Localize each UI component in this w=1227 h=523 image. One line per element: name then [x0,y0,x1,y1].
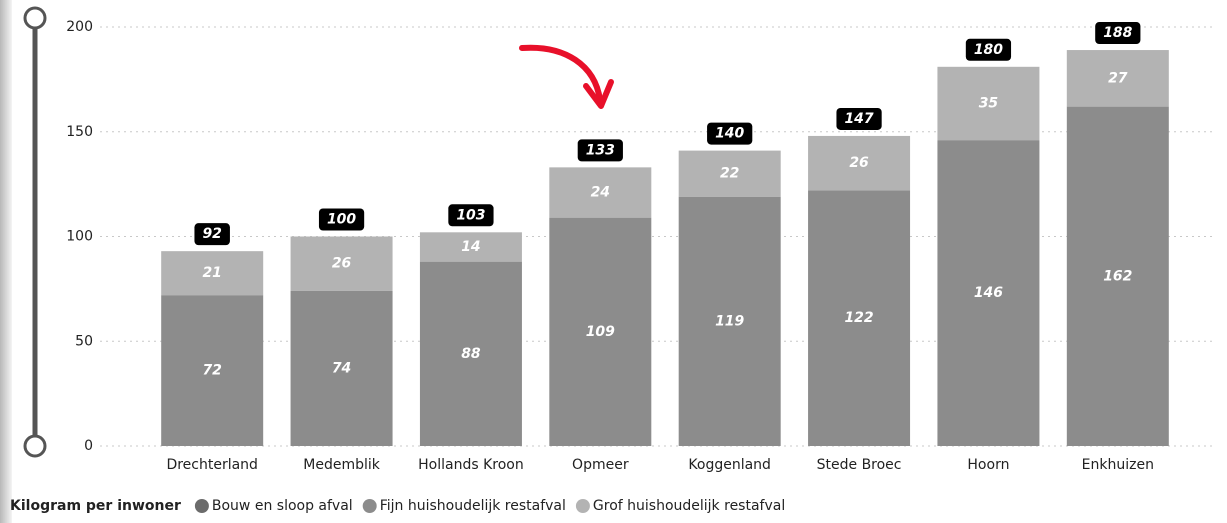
bar-segment [419,261,522,446]
arrow-head [583,79,614,109]
bar-segment [1066,106,1169,447]
y-tick-label: 150 [66,124,93,140]
total-badge [836,107,882,130]
arrow [519,44,603,103]
x-tick-label: Drechterland [166,457,258,473]
bar-segment [937,66,1040,141]
x-tick-label: Enkhuizen [1082,457,1154,473]
total-label: 140 [715,126,744,142]
segment-label: 26 [849,155,869,171]
total-badge [1095,22,1141,45]
y-tick-label: 0 [84,438,93,454]
bar-segment [678,150,781,197]
bar-segment [1066,50,1169,107]
bar-segment [808,190,911,446]
segment-label: 14 [461,239,480,255]
total-label: 180 [974,42,1003,58]
total-label: 147 [844,111,873,127]
bar-segment [290,236,393,291]
y-tick-label: 50 [75,333,93,349]
bar-segment [549,167,652,218]
segment-label: 88 [461,346,481,362]
segment-label: 27 [1108,70,1128,86]
total-label: 188 [1103,25,1132,41]
bar-segment [549,217,652,446]
slider-handle[interactable] [23,434,47,458]
x-tick-label: Medemblik [303,457,380,473]
segment-label: 21 [202,265,221,281]
legend-swatch [575,499,590,513]
segment-label: 24 [591,185,610,201]
segment-label: 35 [979,95,999,111]
segment-label: 72 [202,363,221,379]
segment-label: 22 [720,166,739,182]
x-tick-label: Hoorn [967,457,1009,473]
bar-segment [808,135,911,191]
segment-label: 26 [332,256,352,272]
bar-segment [161,251,264,296]
y-tick-label: 200 [66,19,93,35]
bar-segment [937,140,1040,446]
x-tick-label: Hollands Kroon [418,457,524,473]
segment-label: 74 [332,360,351,376]
legend-title: Kilogram per inwoner [10,498,181,514]
slider-handle[interactable] [23,6,47,30]
bar-segment [290,290,393,446]
total-badge [448,204,494,227]
total-badge [577,139,623,162]
legend-swatch [362,499,377,513]
bar-segment [161,295,264,446]
total-label: 100 [327,212,356,228]
total-label: 103 [456,207,485,223]
segment-label: 109 [586,324,615,340]
total-badge [318,208,365,231]
legend-label: Grof huishoudelijk restafval [593,498,785,514]
bar-segment [419,232,522,262]
y-tick-label: 100 [66,229,93,245]
segment-label: 146 [974,285,1003,301]
edge-shade [0,0,12,523]
legend-label: Fijn huishoudelijk restafval [380,498,566,514]
total-badge [194,223,230,246]
total-label: 133 [586,142,615,158]
legend-label: Bouw en sloop afval [212,498,353,514]
x-tick-label: Stede Broec [817,457,902,473]
segment-label: 122 [844,310,873,326]
total-badge [707,122,753,145]
segment-label: 119 [715,313,744,329]
x-tick-label: Opmeer [572,457,629,473]
bar-segment [678,196,781,446]
total-label: 92 [202,226,221,242]
x-tick-label: Koggenland [688,457,771,473]
total-badge [965,38,1012,61]
legend-swatch [194,499,209,513]
segment-label: 162 [1103,268,1132,284]
